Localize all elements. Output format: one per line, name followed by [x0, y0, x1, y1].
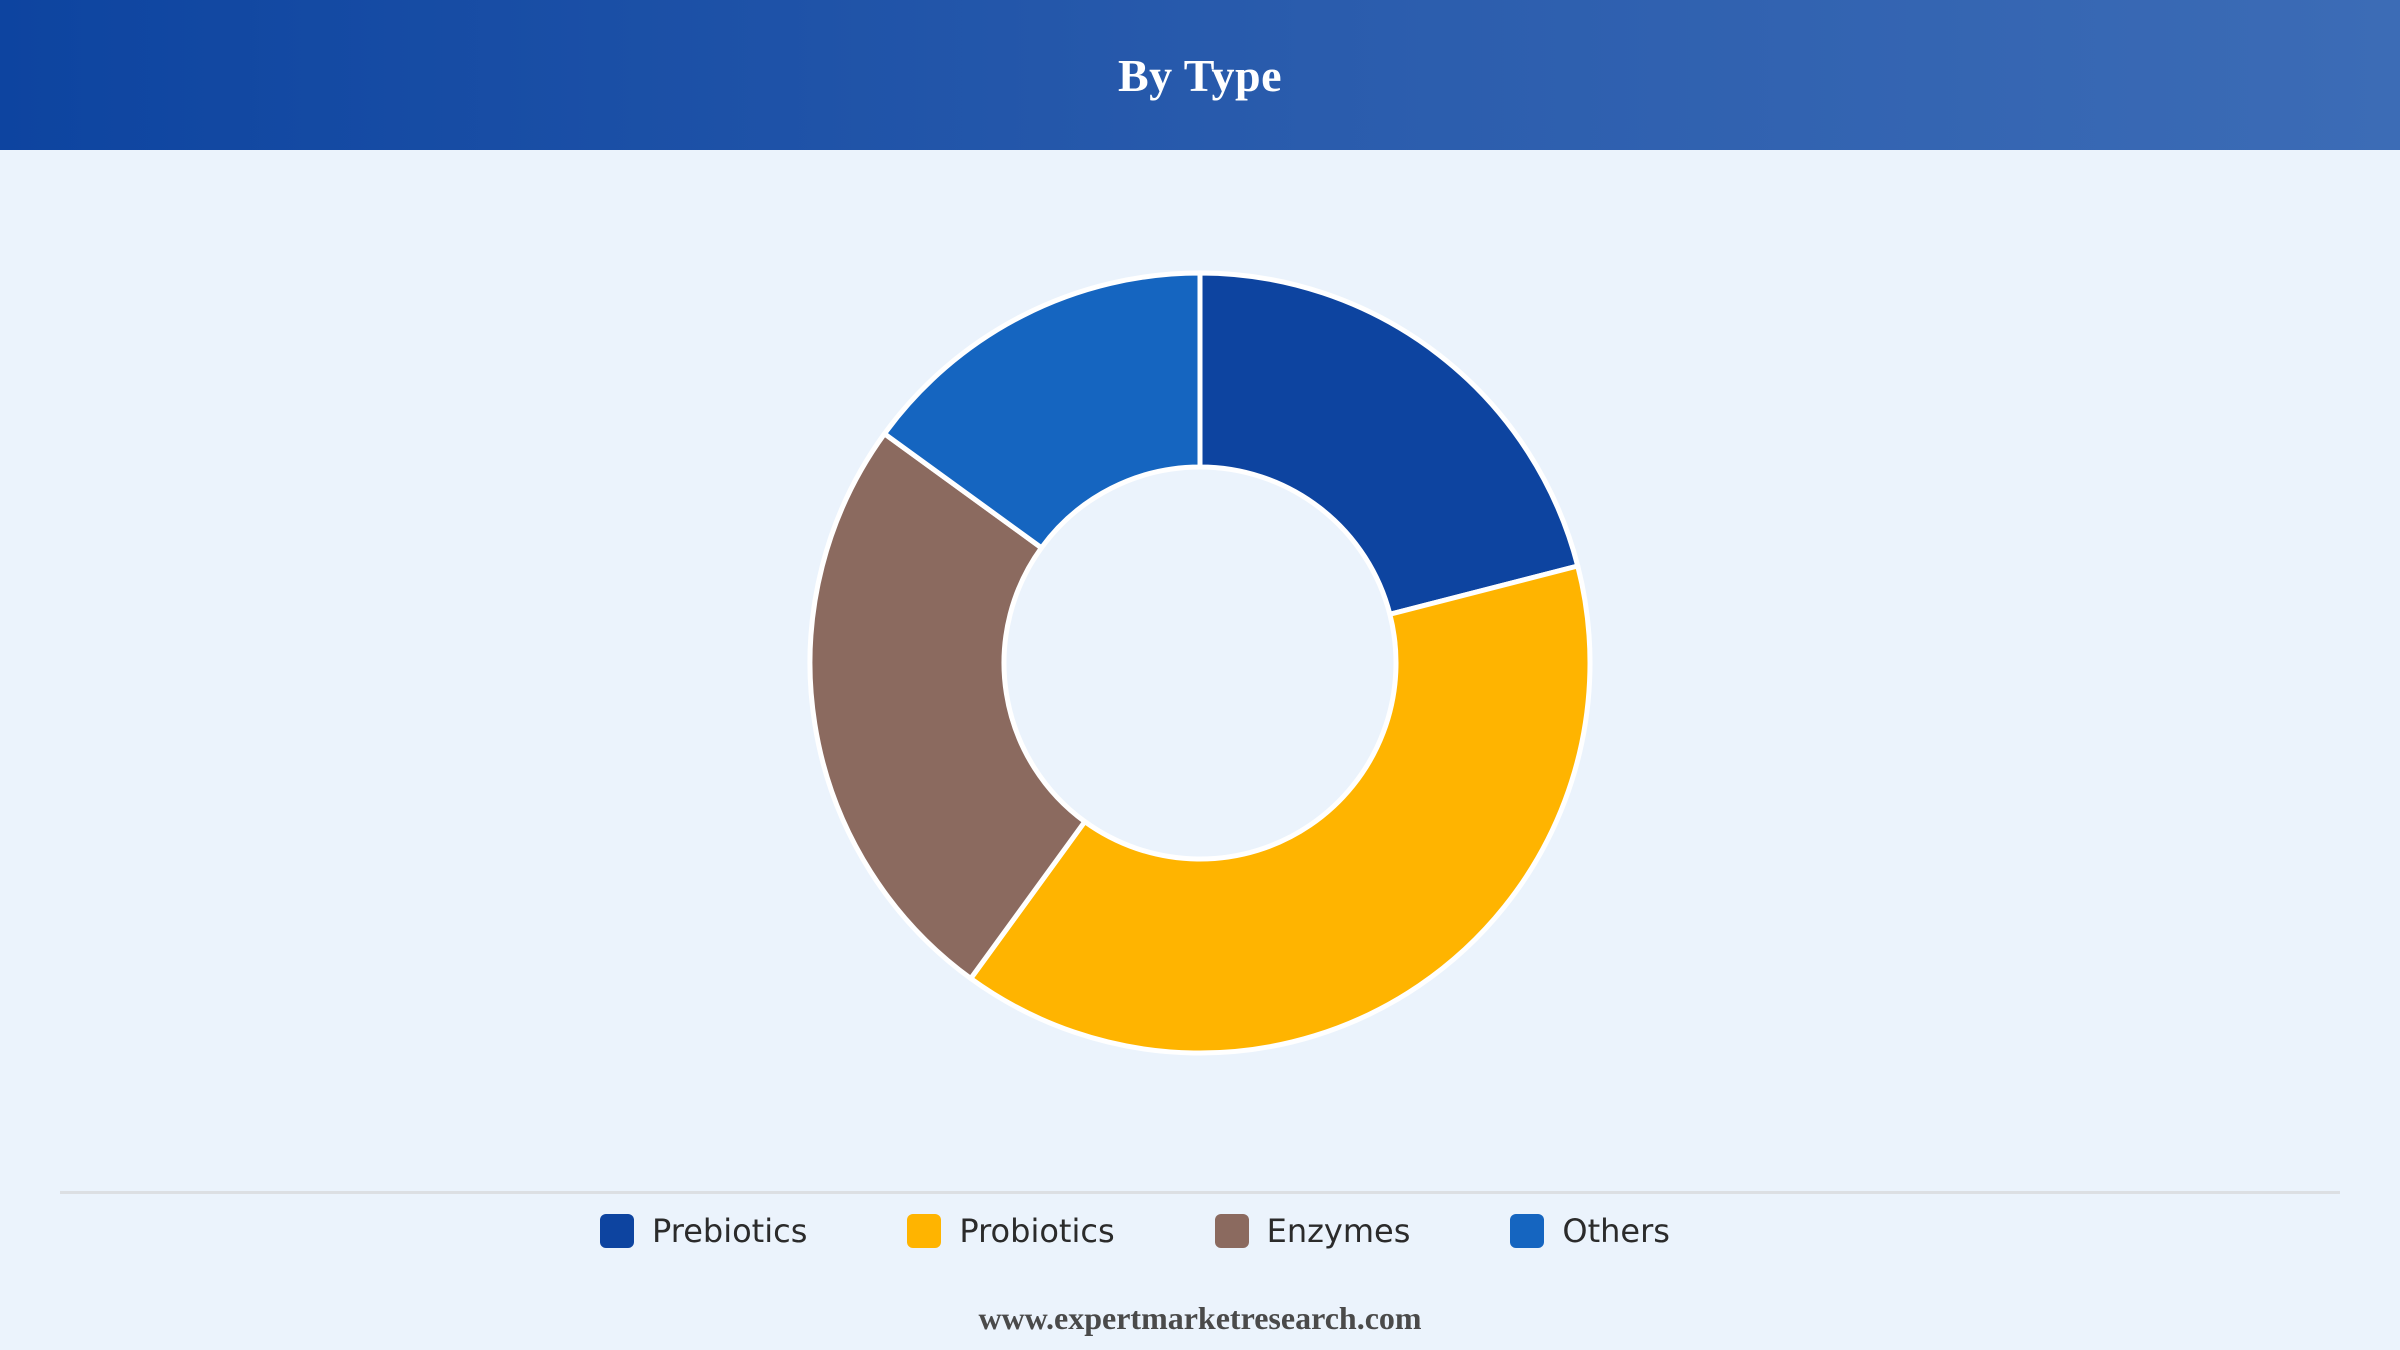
- legend-item-enzymes[interactable]: Enzymes: [1214, 1212, 1411, 1250]
- legend-label-enzymes: Enzymes: [1266, 1212, 1411, 1250]
- donut-slice-probiotics[interactable]: [968, 563, 1593, 1056]
- legend-swatch-enzymes: [1214, 1214, 1249, 1248]
- legend-divider: [60, 1191, 2340, 1194]
- legend-label-others: Others: [1562, 1212, 1670, 1250]
- legend-label-probiotics: Probiotics: [959, 1212, 1115, 1250]
- legend-label-prebiotics: Prebiotics: [652, 1212, 808, 1250]
- donut-slice-others[interactable]: [881, 270, 1203, 551]
- donut-chart: [807, 270, 1593, 1056]
- legend-swatch-prebiotics: [600, 1214, 634, 1248]
- legend-swatch-others: [1510, 1214, 1545, 1248]
- donut-slice-prebiotics[interactable]: [1197, 270, 1581, 617]
- donut-slice-enzymes[interactable]: [807, 431, 1088, 982]
- chart-header: By Type: [0, 0, 2400, 150]
- legend-item-prebiotics[interactable]: Prebiotics: [600, 1212, 807, 1250]
- legend-item-others[interactable]: Others: [1510, 1212, 1670, 1250]
- legend-swatch-probiotics: [907, 1214, 942, 1248]
- legend-item-probiotics[interactable]: Probiotics: [907, 1212, 1115, 1250]
- chart-title: By Type: [1117, 49, 1283, 101]
- legend: Prebiotics Probiotics Enzymes Others: [600, 1207, 1670, 1255]
- source-url: www.expertmarketresearch.com: [978, 1300, 1422, 1336]
